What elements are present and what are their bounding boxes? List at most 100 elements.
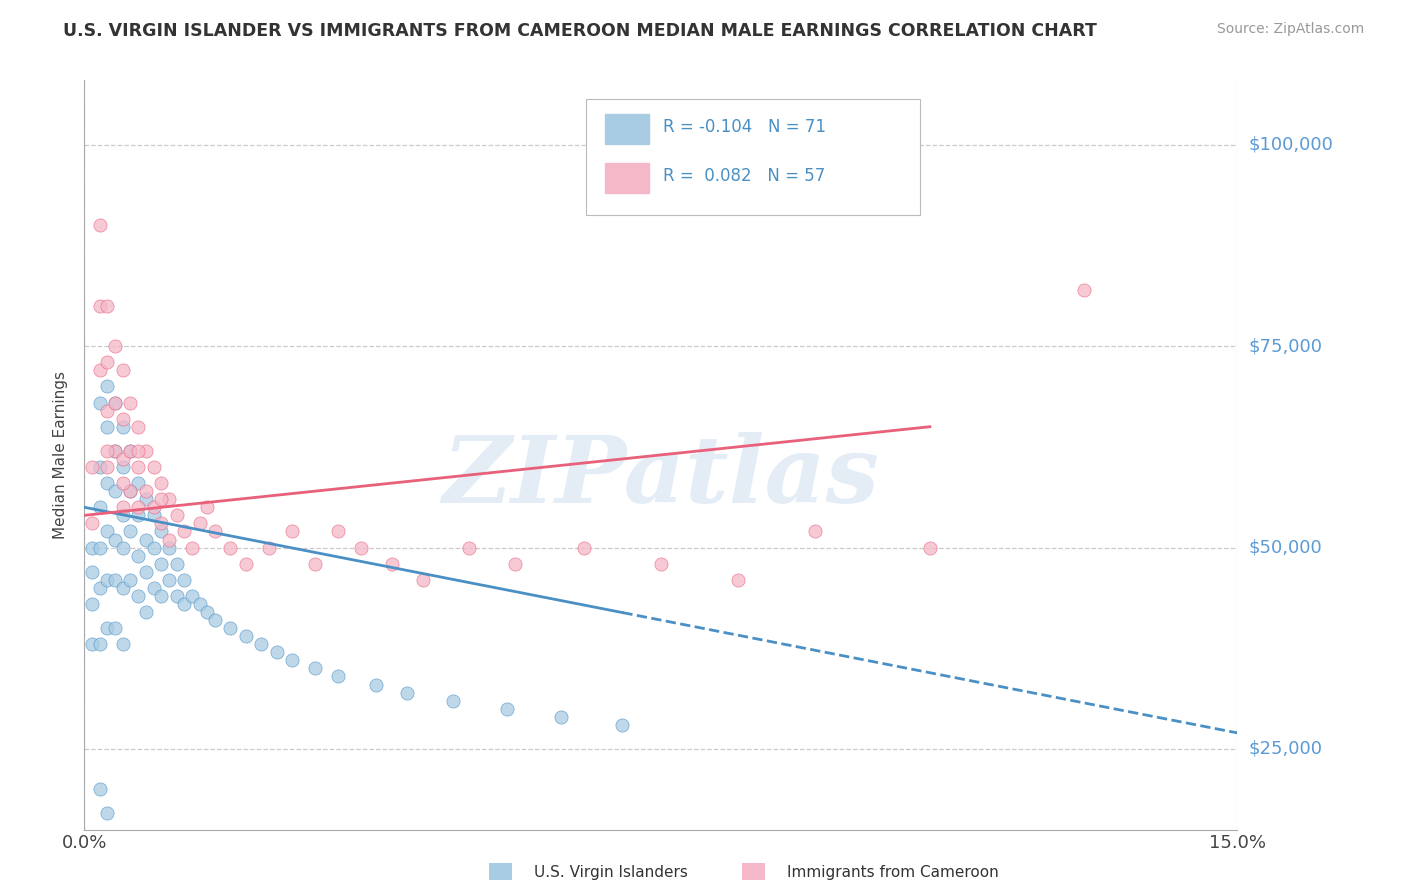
Point bbox=[250, 637, 273, 651]
Point bbox=[235, 629, 257, 643]
Point bbox=[96, 443, 118, 458]
Point bbox=[89, 395, 111, 409]
Point bbox=[96, 419, 118, 434]
Point bbox=[142, 541, 165, 555]
Point bbox=[127, 500, 149, 515]
Point bbox=[120, 524, 142, 539]
Point bbox=[150, 492, 173, 507]
Point bbox=[166, 508, 188, 523]
Point bbox=[80, 565, 103, 579]
Point bbox=[111, 411, 134, 425]
Text: Immigrants from Cameroon: Immigrants from Cameroon bbox=[787, 865, 1000, 880]
Point bbox=[104, 339, 127, 353]
Point bbox=[96, 806, 118, 821]
Point bbox=[80, 460, 103, 475]
Point bbox=[127, 589, 149, 603]
Point bbox=[150, 476, 173, 491]
Text: R =  0.082   N = 57: R = 0.082 N = 57 bbox=[664, 167, 825, 186]
Point bbox=[135, 492, 157, 507]
Point bbox=[142, 500, 165, 515]
Point bbox=[111, 476, 134, 491]
Point bbox=[96, 403, 118, 417]
Text: U.S. Virgin Islanders: U.S. Virgin Islanders bbox=[534, 865, 688, 880]
Point bbox=[135, 443, 157, 458]
Point bbox=[127, 419, 149, 434]
Point bbox=[89, 299, 111, 313]
Point bbox=[127, 443, 149, 458]
Point bbox=[89, 219, 111, 233]
Point bbox=[257, 541, 280, 555]
Point bbox=[142, 508, 165, 523]
Point bbox=[650, 557, 672, 571]
Point bbox=[111, 508, 134, 523]
Point bbox=[235, 557, 257, 571]
Point bbox=[120, 573, 142, 587]
Point bbox=[412, 573, 434, 587]
Point bbox=[219, 621, 242, 635]
Point bbox=[89, 363, 111, 377]
Point bbox=[96, 573, 118, 587]
Point bbox=[496, 702, 519, 716]
Point bbox=[89, 500, 111, 515]
Point bbox=[135, 605, 157, 619]
Point bbox=[89, 541, 111, 555]
Bar bbox=[606, 162, 650, 193]
Point bbox=[111, 637, 134, 651]
Point bbox=[281, 524, 304, 539]
Point bbox=[304, 661, 326, 675]
Point bbox=[111, 452, 134, 467]
Point bbox=[366, 677, 388, 691]
Point bbox=[104, 443, 127, 458]
Point bbox=[111, 419, 134, 434]
Point bbox=[104, 443, 127, 458]
Point bbox=[89, 460, 111, 475]
Point bbox=[166, 557, 188, 571]
Point bbox=[350, 541, 373, 555]
Text: $100,000: $100,000 bbox=[1249, 136, 1333, 153]
Point bbox=[120, 484, 142, 499]
Point bbox=[396, 685, 419, 699]
Point bbox=[219, 541, 242, 555]
Point bbox=[96, 355, 118, 369]
Point bbox=[150, 516, 173, 531]
Point bbox=[181, 541, 204, 555]
Point bbox=[104, 395, 127, 409]
Point bbox=[127, 549, 149, 563]
Point bbox=[150, 524, 173, 539]
Point bbox=[150, 589, 173, 603]
Point bbox=[111, 541, 134, 555]
Point bbox=[727, 573, 749, 587]
Point bbox=[204, 524, 226, 539]
Point bbox=[157, 573, 180, 587]
Point bbox=[104, 395, 127, 409]
Point bbox=[457, 541, 479, 555]
Point bbox=[173, 573, 195, 587]
Point bbox=[80, 541, 103, 555]
Point bbox=[150, 557, 173, 571]
Point bbox=[204, 613, 226, 627]
Point bbox=[142, 581, 165, 595]
Point bbox=[127, 476, 149, 491]
Point bbox=[127, 508, 149, 523]
Point bbox=[281, 653, 304, 667]
Point bbox=[96, 476, 118, 491]
Point bbox=[266, 645, 288, 659]
Point bbox=[135, 533, 157, 547]
Point bbox=[111, 581, 134, 595]
Point bbox=[326, 524, 349, 539]
Point bbox=[80, 637, 103, 651]
Point bbox=[96, 299, 118, 313]
Point bbox=[89, 637, 111, 651]
Point bbox=[441, 693, 464, 707]
Point bbox=[104, 533, 127, 547]
Point bbox=[96, 379, 118, 393]
Point bbox=[120, 443, 142, 458]
Point bbox=[89, 581, 111, 595]
Point bbox=[157, 492, 180, 507]
Text: $75,000: $75,000 bbox=[1249, 337, 1323, 355]
Text: $25,000: $25,000 bbox=[1249, 740, 1323, 758]
Y-axis label: Median Male Earnings: Median Male Earnings bbox=[53, 371, 69, 539]
Text: U.S. VIRGIN ISLANDER VS IMMIGRANTS FROM CAMEROON MEDIAN MALE EARNINGS CORRELATIO: U.S. VIRGIN ISLANDER VS IMMIGRANTS FROM … bbox=[63, 22, 1097, 40]
Point bbox=[166, 589, 188, 603]
Point bbox=[381, 557, 404, 571]
